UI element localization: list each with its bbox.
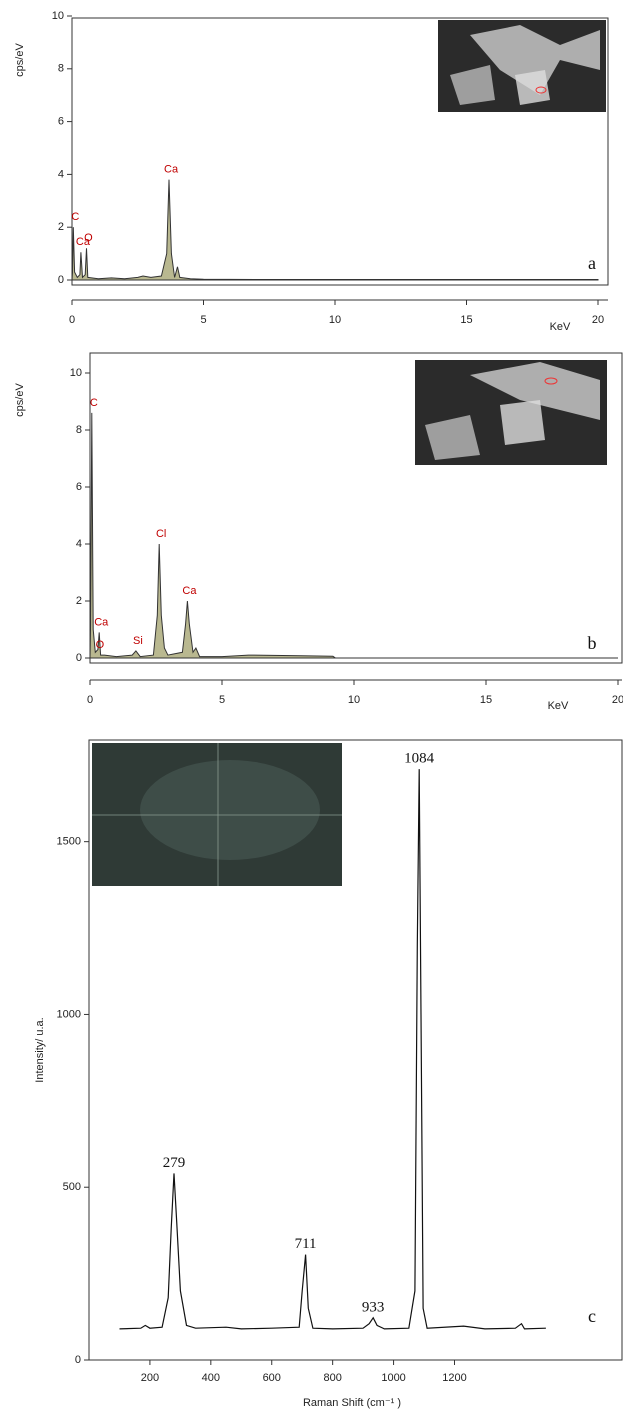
- panel-label: c: [588, 1306, 596, 1326]
- y-tick-label: 2: [76, 595, 82, 607]
- peak-label: O: [96, 639, 105, 651]
- x-tick-label: 1000: [381, 1372, 405, 1384]
- spectrum-line: [119, 769, 546, 1330]
- x-axis-label: KeV: [548, 700, 569, 712]
- peak-label: C: [90, 397, 98, 409]
- spectrum-area: [89, 412, 618, 659]
- x-tick-label: 1200: [442, 1372, 466, 1384]
- y-tick-label: 0: [75, 1354, 81, 1366]
- peak-label: 279: [163, 1155, 186, 1171]
- panel-label: a: [588, 253, 596, 273]
- y-tick-label: 500: [63, 1181, 81, 1193]
- y-tick-label: 10: [70, 367, 82, 379]
- chart-c: 0 500 1000 1500 200 400 600 800 1000 1200 279 711 93…: [34, 739, 623, 1409]
- y-tick-label: 0: [58, 274, 64, 286]
- chart-b: 0 2 4 6 8 10 0 5 10 15 20 C Ca O Si Cl Ca cps/eV KeV b: [14, 352, 623, 712]
- peak-label: Ca: [182, 585, 197, 597]
- x-tick-label: 15: [460, 314, 472, 326]
- x-tick-label: 400: [202, 1372, 220, 1384]
- peak-label: Ca: [94, 616, 109, 628]
- spectrum-area: [71, 179, 599, 281]
- x-tick-label: 800: [323, 1372, 341, 1384]
- peak-label: 933: [362, 1299, 385, 1315]
- plot-frame: [89, 352, 623, 664]
- inset-image-a: [438, 20, 606, 112]
- y-axis-label: Intensity/ u.a.: [34, 1017, 46, 1082]
- plot-frame: [71, 17, 609, 286]
- x-tick-label: 600: [263, 1372, 281, 1384]
- y-tick-label: 8: [76, 424, 82, 436]
- x-tick-label: 20: [592, 314, 604, 326]
- peak-label: 711: [295, 1236, 317, 1252]
- y-axis-label: cps/eV: [14, 383, 26, 417]
- peak-label: Cl: [156, 528, 166, 540]
- y-tick-label: 8: [58, 63, 64, 75]
- peak-label: Si: [133, 635, 143, 647]
- inset-image-b: [415, 360, 607, 465]
- y-tick-label: 4: [76, 538, 82, 550]
- x-tick-label: 10: [348, 694, 360, 706]
- x-axis-label: Raman Shift (cm⁻¹ ): [303, 1397, 401, 1409]
- y-tick-label: 4: [58, 168, 64, 180]
- y-tick-label: 2: [58, 221, 64, 233]
- inset-image-c: [92, 743, 342, 886]
- y-tick-label: 10: [52, 10, 64, 22]
- panel-label: b: [588, 633, 597, 653]
- x-tick-label: 5: [219, 694, 225, 706]
- x-tick-label: 20: [612, 694, 623, 706]
- x-axis-label: KeV: [550, 321, 571, 333]
- x-tick-label: 0: [69, 314, 75, 326]
- x-tick-label: 0: [87, 694, 93, 706]
- peak-label: C: [71, 211, 79, 223]
- y-axis-label: cps/eV: [14, 43, 26, 77]
- peak-label: Ca: [164, 164, 179, 176]
- y-tick-label: 0: [76, 652, 82, 664]
- x-tick-label: 5: [200, 314, 206, 326]
- y-tick-label: 6: [58, 116, 64, 128]
- x-tick-label: 15: [480, 694, 492, 706]
- peak-label: Ca: [76, 236, 91, 248]
- y-tick-label: 6: [76, 481, 82, 493]
- y-tick-label: 1000: [57, 1008, 81, 1020]
- plot-frame: [88, 739, 623, 1361]
- x-tick-label: 10: [329, 314, 341, 326]
- peak-label: O: [84, 232, 93, 244]
- x-tick-label: 200: [141, 1372, 159, 1384]
- peak-label: 1084: [404, 751, 435, 767]
- y-tick-label: 1500: [57, 836, 81, 848]
